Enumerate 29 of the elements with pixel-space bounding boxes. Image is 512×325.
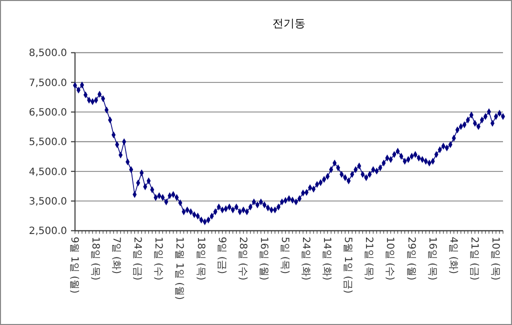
y-tick-label: 4,500.0 <box>28 166 67 178</box>
x-tick-label: 16일 (목) <box>426 236 438 281</box>
y-tick-label: 3,500.0 <box>28 196 67 208</box>
x-tick-label: 29일 (월) <box>405 236 416 281</box>
y-tick-label: 2,500.0 <box>28 226 67 238</box>
x-tick-label: 21일 (금) <box>468 236 480 281</box>
x-tick-label: 4일 (화) <box>447 236 458 274</box>
x-tick-label: 9월 1일 (월) <box>68 236 80 294</box>
x-tick-label: 5월 1일 (금) <box>342 236 354 294</box>
y-tick-label: 5,500.0 <box>28 137 67 148</box>
x-tick-label: 18일 (목) <box>90 236 101 281</box>
x-tick-label: 10일 (목) <box>489 236 500 281</box>
chart-title: 전기동 <box>272 17 306 30</box>
x-tick-label: 16일 (월) <box>258 236 269 281</box>
x-tick-label: 12일 (수) <box>152 236 164 281</box>
x-tick-label: 7일 (화) <box>110 236 122 274</box>
x-tick-label: 12월 1일 (월) <box>174 236 185 300</box>
x-tick-label: 24일 (금) <box>132 236 143 281</box>
x-tick-label: 21일 (목) <box>363 236 374 281</box>
x-tick-label: 24일 (화) <box>300 236 312 281</box>
y-tick-label: 6,500.0 <box>28 108 67 119</box>
y-tick-label: 7,500.0 <box>28 78 67 89</box>
x-tick-label: 5일 (목) <box>278 236 290 274</box>
x-tick-label: 9일 (금) <box>216 236 227 274</box>
x-tick-label: 18일 (목) <box>194 236 206 281</box>
y-tick-label: 8,500.0 <box>28 48 67 60</box>
x-tick-label: 14일 (화) <box>321 236 332 281</box>
x-tick-label: 10일 (수) <box>384 236 396 281</box>
x-tick-label: 28일 (수) <box>236 236 248 281</box>
